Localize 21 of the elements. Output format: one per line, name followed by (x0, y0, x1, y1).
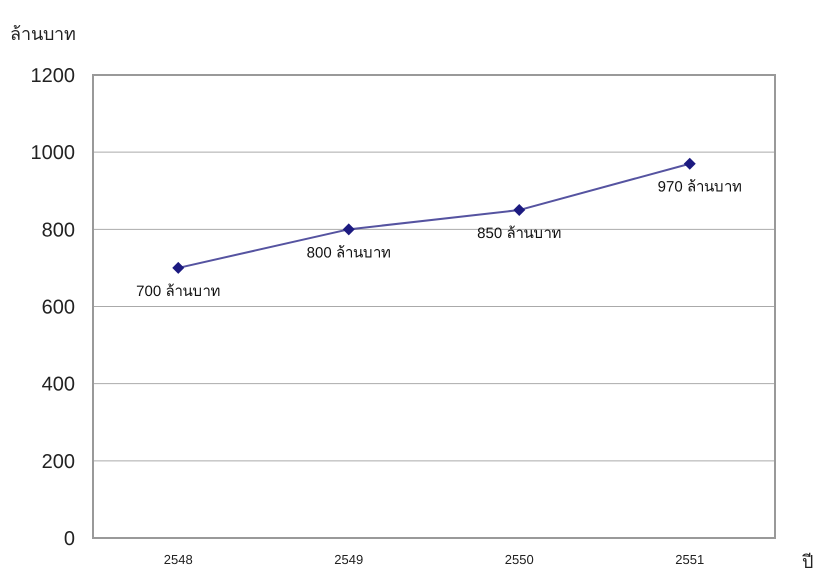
data-label: 800 ล้านบาท (306, 244, 391, 262)
y-tick-label: 1000 (30, 142, 75, 164)
data-label: 700 ล้านบาท (136, 282, 220, 300)
y-tick-label: 0 (64, 528, 75, 550)
point (513, 204, 526, 216)
x-tick-label: 2551 (675, 552, 704, 567)
y-tick-label: 200 (42, 450, 75, 473)
x-axis-title: ปี (802, 552, 813, 572)
data-label: 850 ล้านบาท (477, 225, 562, 242)
point (342, 223, 355, 236)
y-tick-label: 1200 (30, 65, 75, 87)
x-tick-label: 2548 (164, 552, 193, 567)
data-label: 970 ล้านบาท (658, 178, 742, 196)
point (172, 262, 184, 274)
y-tick-label: 400 (42, 374, 75, 396)
y-axis-title: ล้านบาท (10, 24, 76, 44)
y-tick-label: 800 (42, 219, 75, 242)
point (684, 158, 696, 170)
x-tick-label: 2550 (504, 552, 534, 567)
y-tick-label: 600 (42, 296, 75, 318)
x-tick-label: 2549 (334, 552, 364, 567)
